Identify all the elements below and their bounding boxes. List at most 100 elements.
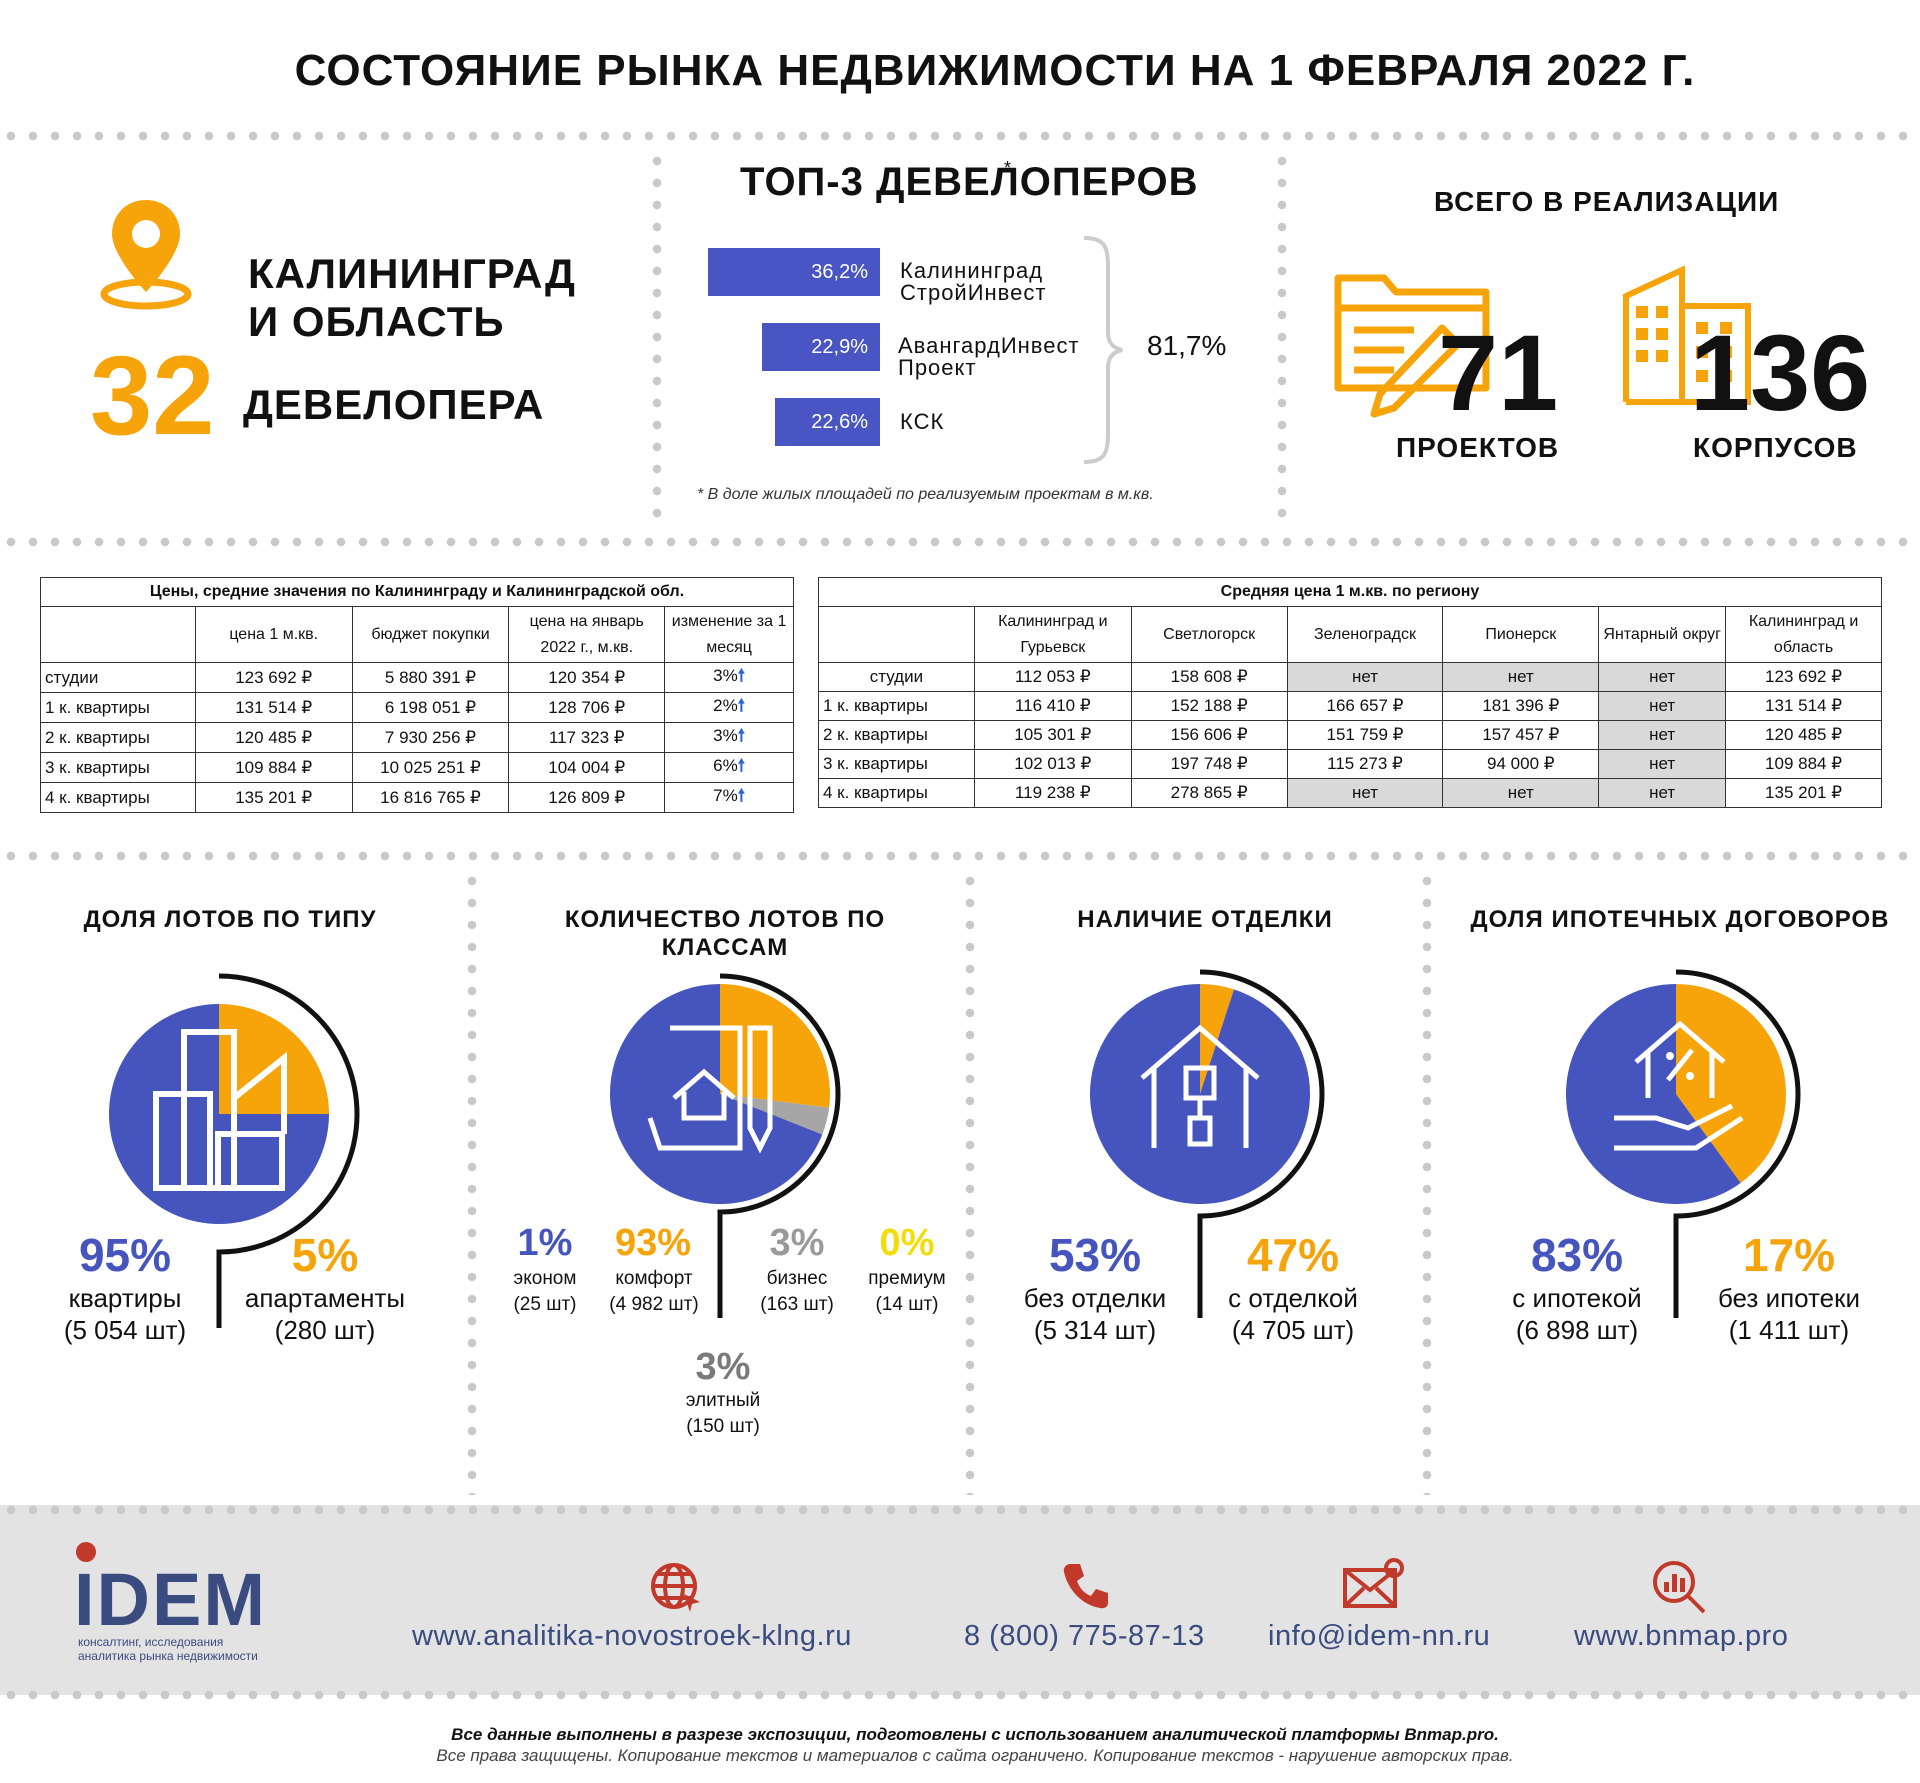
page-title: СОСТОЯНИЕ РЫНКА НЕДВИЖИМОСТИ НА 1 ФЕВРАЛ… — [294, 46, 1696, 95]
change-value: 2% — [713, 696, 738, 715]
developer-pct: 36,2% — [811, 261, 868, 283]
table-header: Пионерск — [1442, 606, 1600, 663]
table-cell: 181 396 ₽ — [1442, 691, 1600, 721]
table-header: Янтарный округ — [1598, 606, 1727, 663]
logo-subtitle-line2: аналитика рынка недвижимости — [78, 1649, 258, 1663]
pie-type-a-pct: 95% — [78, 1229, 172, 1281]
developer-name: Калининград СтройИнвест — [900, 260, 1046, 304]
divider — [0, 1690, 1920, 1700]
table-cell: 156 606 ₽ — [1130, 720, 1288, 750]
class-pct: 93% — [614, 1222, 692, 1264]
table-cell: 6%🠕 — [664, 752, 794, 783]
divider — [0, 1505, 1920, 1515]
table-cell: 135 201 ₽ — [1725, 778, 1882, 808]
label-text: апартаменты — [244, 1283, 406, 1313]
count-text: (1 411 шт) — [1728, 1315, 1850, 1345]
count-text: (5 054 шт) — [63, 1315, 187, 1345]
pie-slice — [1676, 984, 1786, 1183]
brace-icon — [1083, 236, 1123, 464]
table-cell: нет — [1598, 778, 1727, 808]
developer-bar: 22,9% — [762, 323, 880, 371]
table-cell: 3%🠕 — [664, 662, 794, 693]
pie-slices — [1566, 984, 1786, 1204]
table-header — [40, 606, 196, 663]
top3-title: ТОП-3 ДЕВЕЛОПЕРОВ — [740, 160, 1199, 204]
pie-finish-a-label: без отделки (5 314 шт) — [1005, 1282, 1185, 1346]
pie-slices — [1090, 984, 1310, 1204]
divider — [1277, 150, 1287, 520]
website-link[interactable]: www.analitika-novostroek-klng.ru — [412, 1620, 852, 1652]
developer-bar: 36,2% — [708, 248, 880, 296]
arrow-up-icon: 🠕 — [737, 726, 745, 745]
buildings-count: 136 — [1690, 312, 1871, 433]
arrow-up-icon: 🠕 — [737, 786, 745, 805]
table-title: Цены, средние значения по Калининграду и… — [40, 577, 794, 607]
phone-link[interactable]: 8 (800) 775-87-13 — [964, 1620, 1205, 1652]
table-cell: 1 к. квартиры — [818, 691, 975, 721]
table-header: изменение за 1 месяц — [664, 606, 794, 663]
table-row: студии 112 053 ₽ 158 608 ₽ нет нет нет 1… — [818, 662, 1882, 692]
developer-name: КСК — [900, 411, 944, 433]
pie-finish-b-label: с отделкой (4 705 шт) — [1203, 1282, 1383, 1346]
table-cell: 7 930 256 ₽ — [351, 722, 510, 753]
buildings-label: КОРПУСОВ — [1693, 432, 1858, 463]
arrow-up-icon: 🠕 — [737, 696, 745, 715]
arrow-up-icon: 🠕 — [737, 756, 745, 775]
pie-type-a-label: квартиры (5 054 шт) — [40, 1282, 210, 1346]
count-text: (5 314 шт) — [1033, 1315, 1157, 1345]
pie-slice — [720, 1094, 830, 1135]
table-cell: 166 657 ₽ — [1286, 691, 1444, 721]
divider — [0, 131, 1920, 141]
table-row: 1 к. квартиры 116 410 ₽ 152 188 ₽ 166 65… — [818, 691, 1882, 721]
developers-label: ДЕВЕЛОПЕРА — [243, 381, 545, 428]
email-link[interactable]: info@idem-nn.ru — [1268, 1620, 1491, 1652]
divider — [0, 851, 1920, 861]
prices-table: Цены, средние значения по Калининграду и… — [40, 577, 794, 813]
logo-subtitle: консалтинг, исследования аналитика рынка… — [78, 1635, 258, 1663]
developers-count: 32 — [90, 333, 215, 458]
label-text: премиум — [868, 1268, 946, 1289]
table-cell: 7%🠕 — [664, 782, 794, 813]
analytics-search-icon — [1653, 1561, 1706, 1614]
logo-dot — [76, 1542, 96, 1562]
footer — [0, 1505, 1920, 1695]
table-cell: нет — [1598, 720, 1727, 750]
pie-type-b-label: апартаменты (280 шт) — [230, 1282, 420, 1346]
table-cell: 112 053 ₽ — [973, 662, 1132, 692]
table-row: 4 к. квартиры 119 238 ₽ 278 865 ₽ нет не… — [818, 778, 1882, 808]
table-row: 3 к. квартиры 109 884 ₽ 10 025 251 ₽ 104… — [40, 752, 794, 783]
table-cell: 197 748 ₽ — [1130, 749, 1288, 779]
table-cell: 4 к. квартиры — [818, 778, 975, 808]
table-cell: 126 809 ₽ — [508, 782, 666, 813]
count-text: (6 898 шт) — [1515, 1315, 1639, 1345]
table-cell: 2%🠕 — [664, 692, 794, 723]
pie-finish-chart — [1090, 969, 1325, 1318]
developer-name-line2: СтройИнвест — [900, 280, 1047, 305]
class-pct: 0% — [879, 1222, 935, 1264]
table-cell: нет — [1442, 662, 1600, 692]
label-text: квартиры — [68, 1283, 182, 1313]
website-link[interactable]: www.bnmap.pro — [1574, 1620, 1789, 1652]
table-cell: 131 514 ₽ — [194, 692, 353, 723]
pie-mortgage-a-label: с ипотекой (6 898 шт) — [1487, 1282, 1667, 1346]
table-cell: 109 884 ₽ — [1725, 749, 1882, 779]
table-cell: 6 198 051 ₽ — [351, 692, 510, 723]
divider — [965, 870, 975, 1495]
table-cell: 128 706 ₽ — [508, 692, 666, 723]
table-cell: 131 514 ₽ — [1725, 691, 1882, 721]
table-cell: 278 865 ₽ — [1130, 778, 1288, 808]
developer-name-line1: АвангардИнвест — [898, 333, 1080, 358]
developer-name-line1: Калининград — [900, 258, 1044, 283]
class-pct: 3% — [695, 1346, 751, 1388]
top3-asterisk: * — [1004, 158, 1012, 178]
pie-mortgage-a-pct: 83% — [1530, 1229, 1624, 1281]
count-text: (25 шт) — [513, 1294, 577, 1315]
divider — [652, 150, 662, 520]
label-text: без отделки — [1023, 1283, 1167, 1313]
top3-footnote: * В доле жилых площадей по реализуемым п… — [697, 486, 1154, 503]
table-header: Светлогорск — [1130, 606, 1288, 663]
table-cell: 116 410 ₽ — [973, 691, 1132, 721]
table-cell: 119 238 ₽ — [973, 778, 1132, 808]
table-cell: 120 354 ₽ — [508, 662, 666, 693]
class-label: комфорт (4 982 шт) — [595, 1266, 713, 1318]
